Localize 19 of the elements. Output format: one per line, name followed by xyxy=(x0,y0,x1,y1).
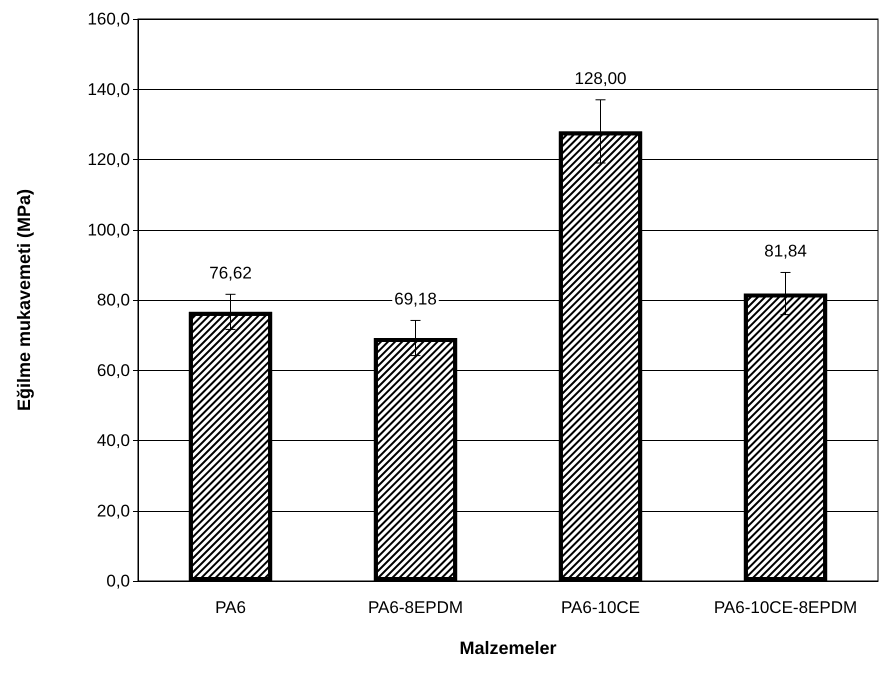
x-tick-label: PA6-10CE-8EPDM xyxy=(714,598,858,617)
data-label: 81,84 xyxy=(764,241,807,260)
x-axis-title: Malzemeler xyxy=(459,638,557,658)
y-axis-title: Eğilme mukavemeti (MPa) xyxy=(14,188,34,412)
y-tick-label: 20,0 xyxy=(96,501,130,520)
x-tick-label: PA6-8EPDM xyxy=(368,598,464,617)
y-tick-label: 40,0 xyxy=(96,431,130,450)
y-tick-label: 0,0 xyxy=(106,572,130,590)
y-tick-label: 100,0 xyxy=(87,220,130,240)
x-tick-label: PA6 xyxy=(215,598,246,617)
data-label: 69,18 xyxy=(394,289,437,308)
y-tick-label: 120,0 xyxy=(87,150,130,169)
x-tick-label: PA6-10CE xyxy=(560,598,640,617)
y-tick-label: 160,0 xyxy=(87,10,130,28)
y-tick-label: 140,0 xyxy=(87,80,130,99)
y-tick-label: 60,0 xyxy=(96,360,130,380)
data-label: 76,62 xyxy=(209,263,252,282)
data-label: 128,00 xyxy=(574,68,626,88)
y-tick-label: 80,0 xyxy=(96,290,130,310)
